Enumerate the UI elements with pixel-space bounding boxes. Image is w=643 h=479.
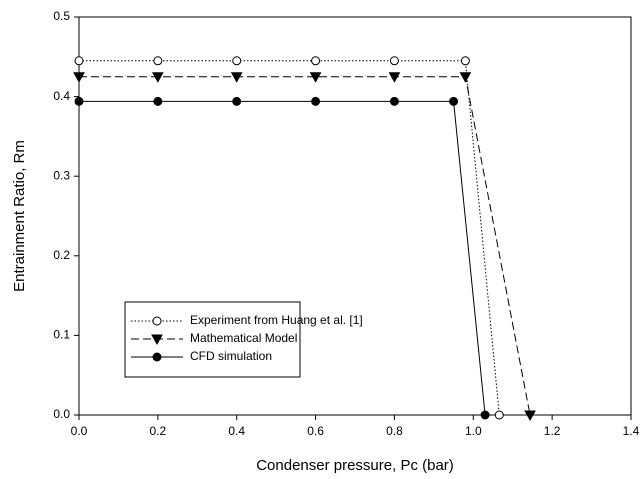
plot-frame [78,16,632,416]
marker [230,72,243,83]
x-tick-label: 1.4 [623,424,640,438]
marker [480,410,490,420]
x-tick-label: 0.0 [71,424,88,438]
x-tick-label: 1.2 [544,424,561,438]
legend-marker [151,334,163,346]
marker [153,56,163,66]
y-tick-label: 0.0 [53,407,70,421]
legend-label: Mathematical Model [190,331,297,345]
y-axis-title: Entrainment Ratio, Rm [11,140,28,292]
marker [74,96,84,106]
marker [152,72,164,83]
marker [232,56,242,66]
x-tick-label: 0.4 [228,424,245,438]
y-tick-label: 0.3 [53,168,70,182]
marker [74,56,84,66]
legend-marker [152,316,162,326]
x-tick-label: 1.0 [465,424,482,438]
marker [389,96,399,106]
marker [459,72,472,83]
marker [524,410,536,422]
marker [311,56,321,66]
marker [311,96,321,106]
x-axis-title: Condenser pressure, Pc (bar) [256,457,454,474]
marker [153,96,163,106]
marker [494,410,504,420]
legend-label: Experiment from Huang et al. [1] [190,313,363,327]
marker [388,72,401,83]
y-tick-label: 0.1 [53,328,70,342]
marker [389,56,399,66]
x-tick-label: 0.8 [386,424,403,438]
legend-marker [152,352,162,362]
marker [309,72,322,83]
marker [73,72,85,83]
x-tick-label: 0.2 [150,424,167,438]
y-tick-label: 0.5 [53,9,70,23]
marker [232,96,242,106]
y-tick-label: 0.2 [53,248,70,262]
marker [449,96,459,106]
marker [460,56,470,66]
x-tick-label: 0.6 [307,424,324,438]
y-tick-label: 0.4 [53,89,70,103]
legend-label: CFD simulation [190,349,272,363]
